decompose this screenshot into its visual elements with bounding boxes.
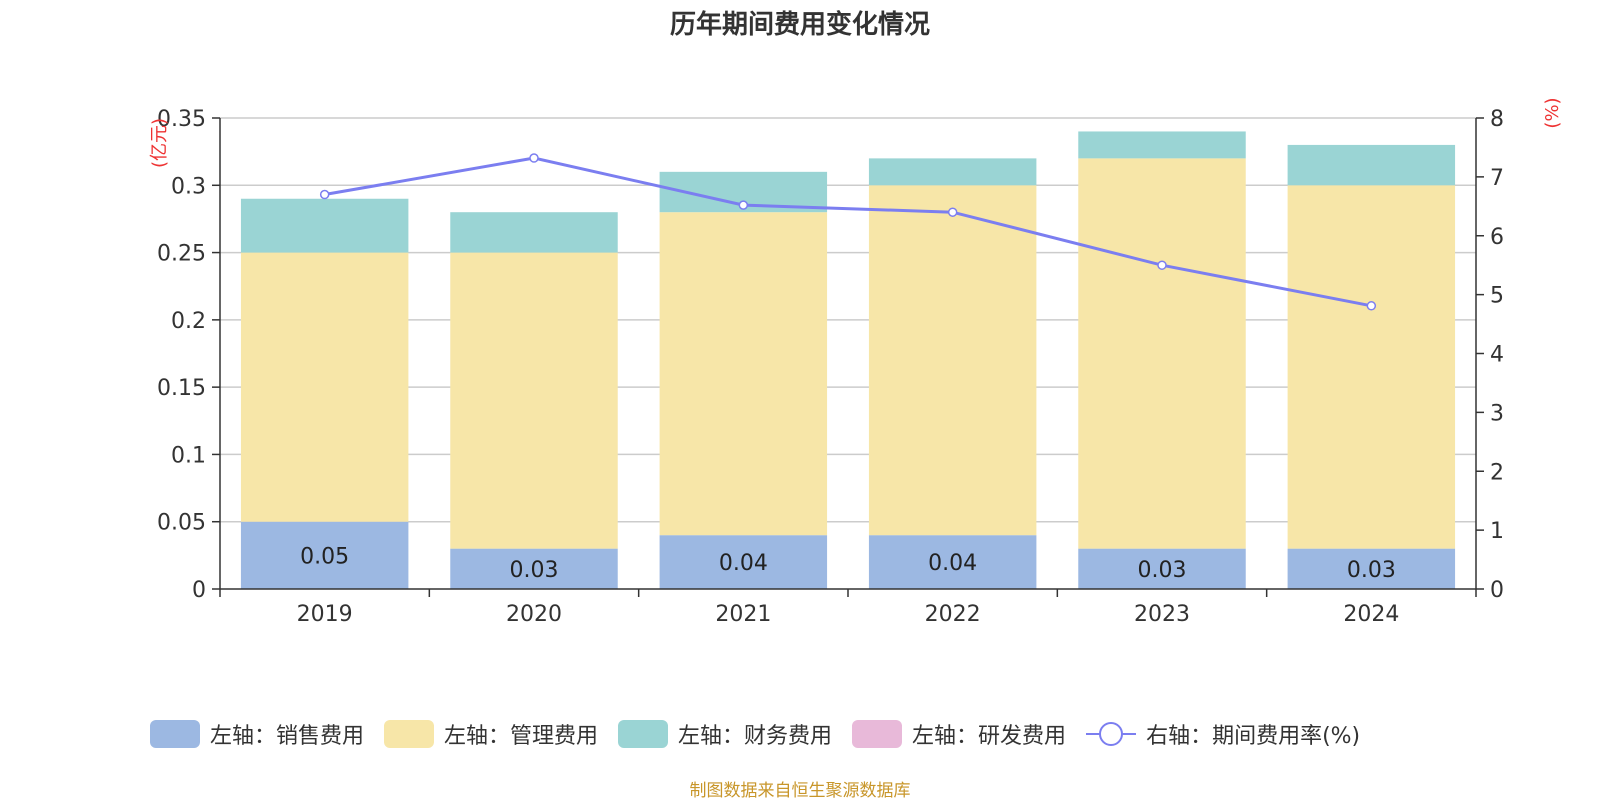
left-tick-label: 0.1 [171, 443, 206, 468]
left-tick-label: 0.3 [171, 174, 206, 199]
x-tick-label: 2020 [506, 602, 562, 627]
rate-line [324, 156, 1372, 308]
bar-segment [240, 521, 409, 589]
legend-label-rd: 左轴：研发费用 [912, 724, 1067, 749]
bar-data-label: 0.03 [1347, 558, 1396, 583]
bar-data-label: 0.05 [300, 544, 349, 569]
bar-data-label: 0.04 [719, 551, 768, 576]
bar-segment [659, 535, 828, 589]
right-tick-label: 7 [1490, 166, 1504, 191]
right-tick-label: 6 [1490, 225, 1504, 250]
legend-swatch-admin [384, 720, 435, 748]
legend-item-rd[interactable]: 左轴：研发费用 [852, 718, 1066, 750]
source-note: 制图数据来自恒生聚源数据库 [689, 781, 911, 801]
rate-point [319, 189, 330, 200]
axis-layer: 0 0.05 0.1 0.15 0.2 0.25 0.3 0.35 0 1 2 3 4 5 6 7 8 (亿元) (… [149, 97, 1563, 627]
x-tick-label: 2021 [715, 602, 771, 627]
bar-segment [1287, 185, 1456, 549]
legend-swatch-sales [150, 720, 200, 748]
chart-title: 历年期间费用变化情况 [669, 10, 930, 40]
right-tick-label: 2 [1490, 460, 1504, 485]
x-tick-label: 2022 [925, 602, 981, 627]
legend-swatch-rd [852, 720, 903, 748]
bar-data-label: 0.03 [1138, 558, 1187, 583]
line-layer [319, 153, 1377, 311]
legend: 左轴：销售费用 左轴：管理费用 左轴：财务费用 左轴：研发费用 右轴：期间费用率… [150, 718, 1380, 750]
legend-item-sales[interactable]: 左轴：销售费用 [150, 718, 364, 750]
bar-segment [868, 535, 1037, 589]
left-tick-label: 0 [192, 578, 206, 603]
left-axis-unit-label: (亿元) [149, 118, 170, 168]
legend-item-admin[interactable]: 左轴：管理费用 [384, 718, 598, 750]
bar-segment [1078, 131, 1246, 159]
right-tick-label: 8 [1490, 107, 1504, 132]
x-tick-label: 2023 [1134, 602, 1190, 627]
left-tick-label: 0.05 [157, 511, 206, 536]
rate-point [529, 153, 539, 163]
legend-label-rate: 右轴：期间费用率(%) [1146, 724, 1361, 749]
left-tick-label: 0.2 [171, 309, 206, 334]
bar-data-label: 0.04 [928, 551, 977, 576]
bar-segment [240, 198, 409, 253]
label-layer: 0.05 0.03 0.04 0.04 0.03 0.03 [300, 544, 1396, 582]
bar-segment [1287, 144, 1456, 186]
legend-swatch-finance [618, 720, 669, 748]
legend-item-rate[interactable]: 右轴：期间费用率(%) [1086, 718, 1360, 750]
right-axis-unit-label: (%) [1542, 97, 1563, 128]
right-tick-label: 5 [1490, 284, 1504, 309]
left-tick-label: 0.15 [157, 376, 206, 401]
right-tick-label: 4 [1490, 343, 1504, 368]
bar-data-label: 0.03 [510, 558, 559, 583]
bar-segment [240, 252, 409, 522]
x-tick-label: 2019 [297, 602, 353, 627]
legend-label-sales: 左轴：销售费用 [210, 724, 365, 749]
x-tick-label: 2024 [1343, 602, 1399, 627]
rate-point [738, 200, 749, 210]
legend-label-admin: 左轴：管理费用 [444, 724, 599, 749]
legend-item-finance[interactable]: 左轴：财务费用 [618, 718, 832, 750]
bar-segment [1078, 548, 1246, 589]
rate-point [1157, 260, 1167, 270]
bar-layer [240, 131, 1456, 589]
right-tick-label: 0 [1490, 578, 1504, 603]
left-tick-label: 0.35 [157, 107, 206, 132]
right-tick-label: 1 [1490, 519, 1504, 544]
left-tick-label: 0.25 [157, 242, 206, 267]
bar-segment [450, 548, 618, 589]
bar-segment [1078, 158, 1246, 549]
bar-segment [1287, 548, 1456, 589]
rate-point [1366, 301, 1377, 311]
bar-segment [450, 252, 618, 549]
rate-point [947, 207, 958, 217]
grid-layer [220, 117, 1476, 523]
bar-segment [659, 212, 828, 536]
legend-label-finance: 左轴：财务费用 [678, 724, 833, 749]
bar-segment [868, 185, 1037, 536]
right-tick-label: 3 [1490, 401, 1504, 426]
legend-line-marker-icon [1086, 720, 1137, 748]
bar-segment [450, 212, 618, 253]
bar-segment [868, 158, 1037, 186]
